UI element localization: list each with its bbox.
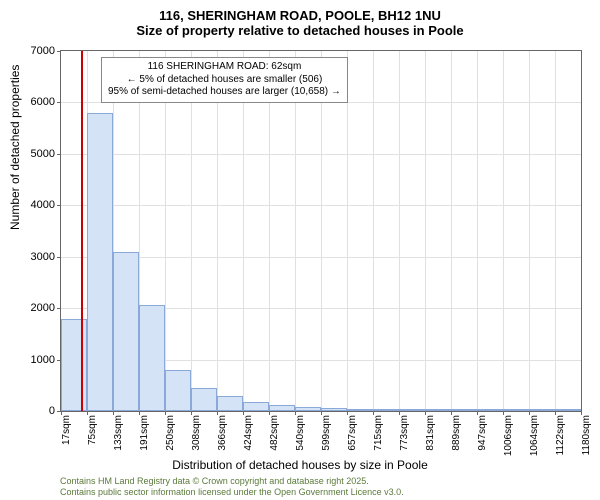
gridline-v: [217, 51, 218, 411]
x-tick-label: 17sqm: [61, 415, 72, 445]
x-tick-mark: [269, 411, 270, 415]
chart-container: 116, SHERINGHAM ROAD, POOLE, BH12 1NU Si…: [0, 0, 600, 500]
x-tick-label: 773sqm: [399, 415, 410, 451]
histogram-bar: [399, 409, 425, 411]
histogram-bar: [477, 409, 503, 411]
histogram-bar: [217, 396, 243, 411]
x-tick-label: 1180sqm: [581, 415, 592, 455]
x-tick-label: 540sqm: [295, 415, 306, 451]
x-tick-mark: [321, 411, 322, 415]
histogram-bar: [373, 409, 399, 411]
x-tick-mark: [555, 411, 556, 415]
gridline-v: [529, 51, 530, 411]
histogram-bar: [87, 113, 113, 411]
annotation-line3: 95% of semi-detached houses are larger (…: [108, 86, 341, 99]
histogram-bar: [425, 409, 451, 411]
footer-attribution: Contains HM Land Registry data © Crown c…: [60, 476, 404, 498]
x-tick-mark: [139, 411, 140, 415]
gridline-v: [503, 51, 504, 411]
annotation-line1: 116 SHERINGHAM ROAD: 62sqm: [108, 61, 341, 74]
x-tick-mark: [425, 411, 426, 415]
gridline-v: [555, 51, 556, 411]
x-tick-label: 366sqm: [217, 415, 228, 451]
x-tick-mark: [373, 411, 374, 415]
x-tick-mark: [113, 411, 114, 415]
x-tick-label: 133sqm: [113, 415, 124, 451]
x-tick-label: 482sqm: [269, 415, 280, 451]
x-tick-label: 831sqm: [425, 415, 436, 451]
x-tick-label: 424sqm: [243, 415, 254, 451]
x-tick-label: 1006sqm: [503, 415, 514, 456]
x-tick-label: 889sqm: [451, 415, 462, 451]
x-tick-label: 599sqm: [321, 415, 332, 451]
histogram-bar: [191, 388, 217, 411]
x-tick-mark: [399, 411, 400, 415]
x-tick-label: 191sqm: [139, 415, 150, 451]
y-tick-mark: [57, 205, 61, 206]
gridline-v: [243, 51, 244, 411]
gridline-v: [295, 51, 296, 411]
x-tick-mark: [243, 411, 244, 415]
x-tick-mark: [217, 411, 218, 415]
gridline-v: [399, 51, 400, 411]
gridline-v: [191, 51, 192, 411]
y-tick-mark: [57, 308, 61, 309]
histogram-bar: [503, 409, 529, 411]
gridline-v: [269, 51, 270, 411]
gridline-v: [477, 51, 478, 411]
annotation-box: 116 SHERINGHAM ROAD: 62sqm← 5% of detach…: [101, 57, 348, 103]
histogram-bar: [243, 402, 269, 411]
x-tick-mark: [477, 411, 478, 415]
x-tick-mark: [87, 411, 88, 415]
gridline-v: [347, 51, 348, 411]
x-tick-label: 947sqm: [477, 415, 488, 451]
x-tick-label: 308sqm: [191, 415, 202, 451]
x-tick-mark: [295, 411, 296, 415]
histogram-bar: [529, 409, 555, 411]
x-tick-mark: [191, 411, 192, 415]
x-axis-label: Distribution of detached houses by size …: [0, 458, 600, 472]
histogram-bar: [165, 370, 191, 411]
x-tick-mark: [347, 411, 348, 415]
x-tick-label: 657sqm: [347, 415, 358, 451]
histogram-bar: [321, 408, 347, 411]
x-tick-mark: [529, 411, 530, 415]
chart-title-main: 116, SHERINGHAM ROAD, POOLE, BH12 1NU: [0, 0, 600, 23]
x-tick-label: 75sqm: [87, 415, 98, 445]
reference-line: [81, 51, 83, 411]
annotation-line2: ← 5% of detached houses are smaller (506…: [108, 74, 341, 87]
footer-line1: Contains HM Land Registry data © Crown c…: [60, 476, 404, 487]
x-tick-label: 715sqm: [373, 415, 384, 451]
x-tick-mark: [165, 411, 166, 415]
gridline-v: [425, 51, 426, 411]
x-tick-mark: [61, 411, 62, 415]
histogram-bar: [295, 407, 321, 411]
histogram-bar: [451, 409, 477, 411]
histogram-bar: [113, 252, 139, 411]
gridline-v: [321, 51, 322, 411]
gridline-v: [165, 51, 166, 411]
histogram-bar: [555, 409, 581, 411]
x-tick-mark: [503, 411, 504, 415]
plot-area: 0100020003000400050006000700017sqm75sqm1…: [60, 50, 582, 412]
gridline-v: [451, 51, 452, 411]
y-tick-mark: [57, 154, 61, 155]
y-tick-mark: [57, 51, 61, 52]
gridline-v: [373, 51, 374, 411]
x-tick-mark: [451, 411, 452, 415]
x-tick-label: 1064sqm: [529, 415, 540, 456]
footer-line2: Contains public sector information licen…: [60, 487, 404, 498]
y-tick-mark: [57, 102, 61, 103]
y-tick-mark: [57, 257, 61, 258]
x-tick-label: 1122sqm: [555, 415, 566, 455]
histogram-bar: [347, 409, 373, 411]
x-tick-mark: [581, 411, 582, 415]
histogram-bar: [269, 405, 295, 411]
y-axis-label: Number of detached properties: [8, 65, 22, 230]
x-tick-label: 250sqm: [165, 415, 176, 451]
chart-title-sub: Size of property relative to detached ho…: [0, 23, 600, 42]
histogram-bar: [139, 305, 165, 411]
